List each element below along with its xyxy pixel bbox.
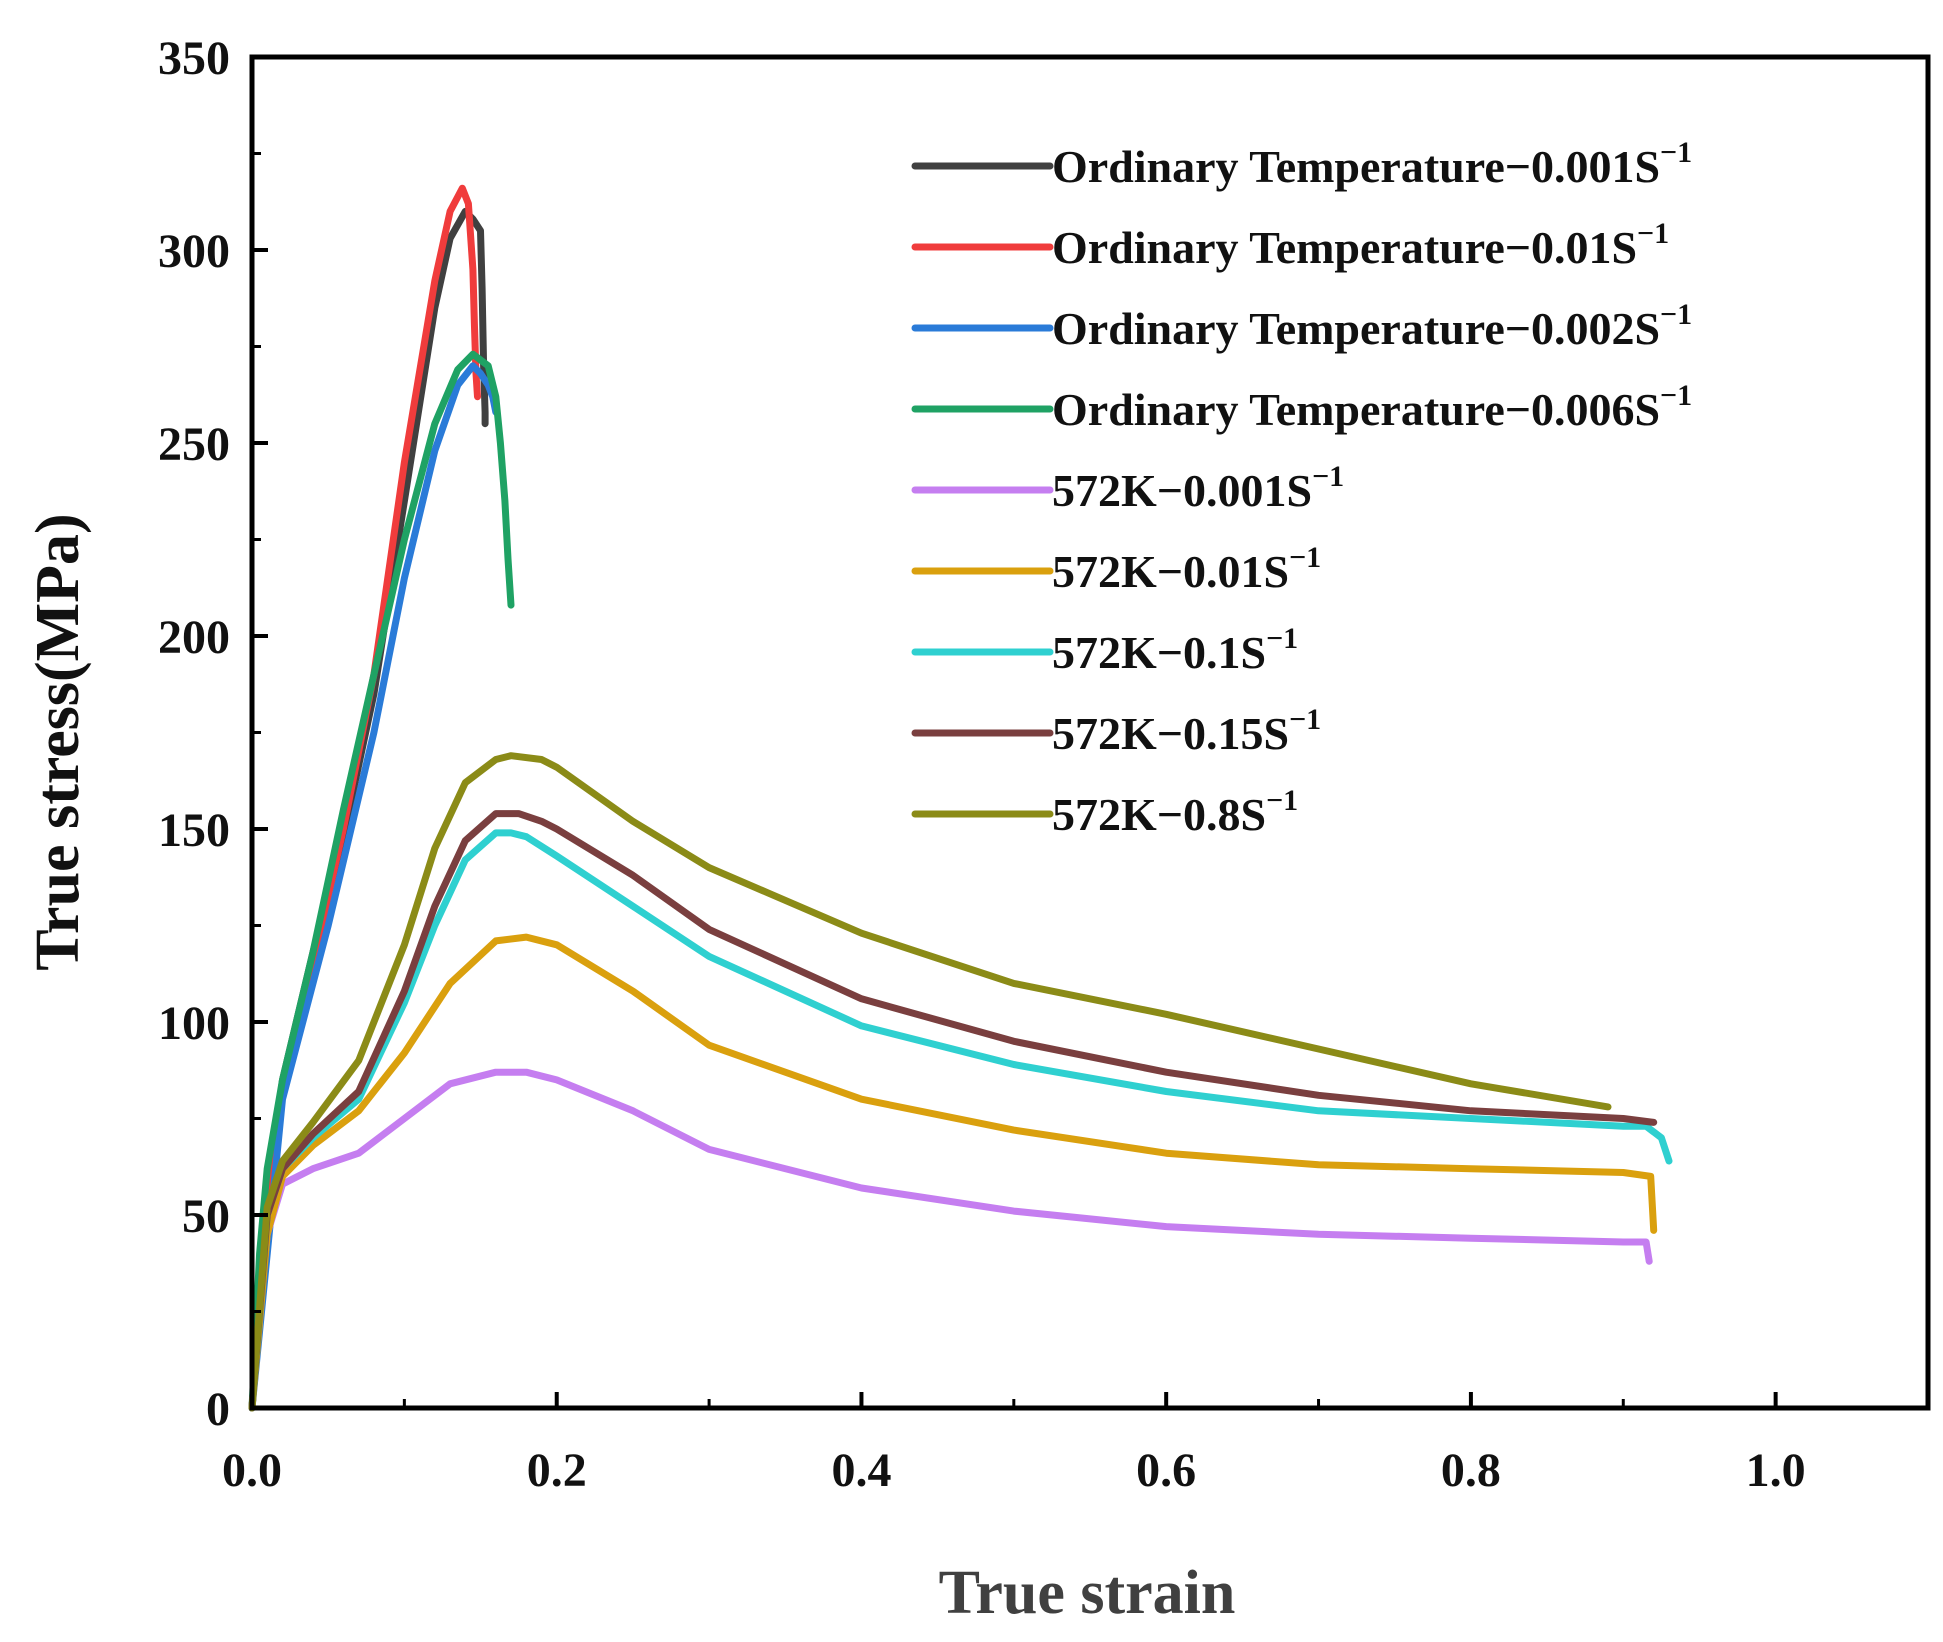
tick-layer: 0.0 0.2 0.4 0.6 0.8 1.0 0 50 100 150 200 250 300 350 [158,32,1806,1497]
legend-label-9: 572K−0.8S−1 [1052,784,1298,840]
x-tick-label: 0.2 [527,1444,587,1497]
y-tick-label: 300 [158,225,230,278]
legend-label-7: 572K−0.1S−1 [1052,622,1298,678]
legend-label-3: Ordinary Temperature−0.002S−1 [1052,298,1692,354]
x-axis-title: True strain [939,1559,1236,1627]
legend-label-5: 572K−0.001S−1 [1052,460,1344,516]
x-tick-label: 0.0 [222,1444,282,1497]
legend-label-4: Ordinary Temperature−0.006S−1 [1052,379,1692,435]
y-tick-label: 0 [206,1383,230,1436]
series-line-2 [248,184,481,1412]
legend-label-8: 572K−0.15S−1 [1052,703,1321,759]
series-line-5 [248,1068,1653,1412]
series-line-7 [248,829,1673,1412]
series-line-4 [248,350,515,1412]
y-axis-title: True stress(MPa) [24,513,92,970]
y-tick-label: 100 [158,997,230,1050]
y-tick-label: 250 [158,418,230,471]
legend: Ordinary Temperature−0.001S−1 Ordinary Te… [911,136,1692,840]
legend-label-2: Ordinary Temperature−0.01S−1 [1052,217,1669,273]
y-tick-label: 150 [158,804,230,857]
x-tick-label: 1.0 [1746,1444,1806,1497]
x-tick-label: 0.6 [1136,1444,1196,1497]
y-tick-label: 200 [158,611,230,664]
series-line-3 [248,362,500,1412]
legend-label-1: Ordinary Temperature−0.001S−1 [1052,136,1692,192]
x-tick-label: 0.8 [1441,1444,1501,1497]
y-tick-label: 50 [182,1190,230,1243]
y-tick-label: 350 [158,32,230,85]
series-layer [248,184,1673,1412]
series-line-8 [248,810,1658,1412]
series-line-9 [248,752,1612,1412]
series-line-6 [248,933,1658,1412]
legend-label-6: 572K−0.01S−1 [1052,541,1321,597]
x-tick-label: 0.4 [831,1444,891,1497]
